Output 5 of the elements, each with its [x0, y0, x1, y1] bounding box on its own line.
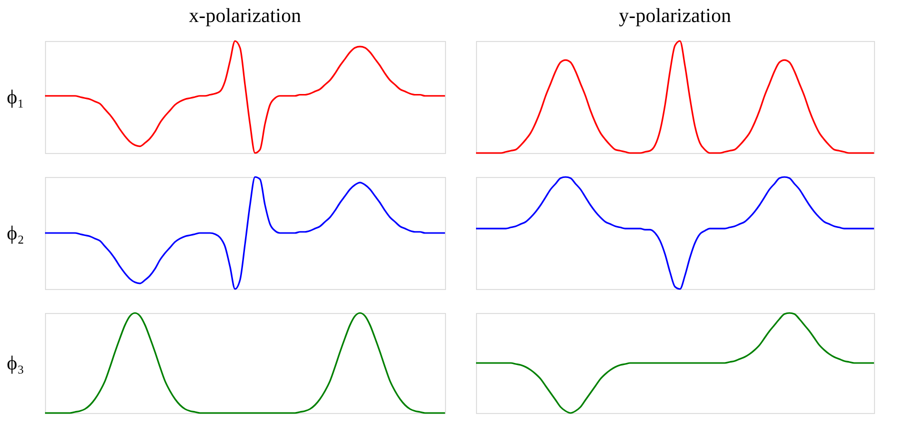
y-axis-title: ϕ₃ — [6, 352, 24, 374]
y-axis-title: ϕ₁ — [6, 86, 24, 108]
chart-title: x-polarization — [188, 5, 302, 28]
y-axis-title: ϕ₂ — [6, 222, 24, 244]
chart-title: y-polarization — [618, 5, 732, 28]
